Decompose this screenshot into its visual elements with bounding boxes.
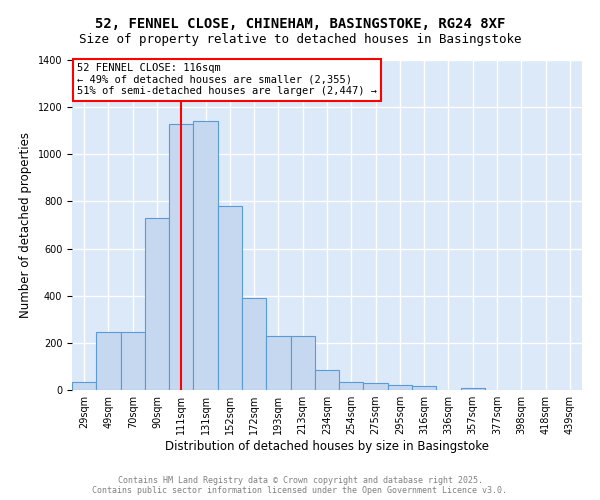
Y-axis label: Number of detached properties: Number of detached properties	[19, 132, 32, 318]
Bar	[145, 218, 169, 390]
Bar	[461, 388, 485, 390]
Bar	[266, 336, 290, 390]
Bar	[315, 370, 339, 390]
Bar	[388, 386, 412, 390]
Bar	[364, 383, 388, 390]
Text: 52, FENNEL CLOSE, CHINEHAM, BASINGSTOKE, RG24 8XF: 52, FENNEL CLOSE, CHINEHAM, BASINGSTOKE,…	[95, 18, 505, 32]
Bar	[96, 332, 121, 390]
X-axis label: Distribution of detached houses by size in Basingstoke: Distribution of detached houses by size …	[165, 440, 489, 453]
Text: Size of property relative to detached houses in Basingstoke: Size of property relative to detached ho…	[79, 32, 521, 46]
Bar	[218, 206, 242, 390]
Bar	[72, 382, 96, 390]
Bar	[121, 332, 145, 390]
Bar	[169, 124, 193, 390]
Text: 52 FENNEL CLOSE: 116sqm
← 49% of detached houses are smaller (2,355)
51% of semi: 52 FENNEL CLOSE: 116sqm ← 49% of detache…	[77, 64, 377, 96]
Bar	[412, 386, 436, 390]
Text: Contains HM Land Registry data © Crown copyright and database right 2025.
Contai: Contains HM Land Registry data © Crown c…	[92, 476, 508, 495]
Bar	[242, 298, 266, 390]
Bar	[290, 336, 315, 390]
Bar	[193, 122, 218, 390]
Bar	[339, 382, 364, 390]
